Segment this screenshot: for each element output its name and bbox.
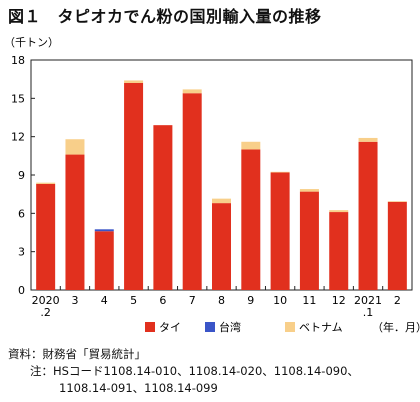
note-line-2: 1108.14-091、1108.14-099 bbox=[59, 381, 218, 395]
x-tick-label: 3 bbox=[71, 294, 78, 307]
y-tick-label: 3 bbox=[18, 246, 25, 259]
x-tick-label: 5 bbox=[130, 294, 137, 307]
y-tick-label: 0 bbox=[18, 284, 25, 297]
bar-segment-タイ bbox=[153, 125, 173, 291]
x-axis-unit-label: （年．月） bbox=[372, 320, 420, 334]
x-tick-label: 8 bbox=[218, 294, 225, 307]
x-tick-label: 2020 bbox=[32, 294, 60, 307]
bar-segment-ベトナム bbox=[299, 189, 319, 192]
bar-segment-ベトナム bbox=[241, 141, 261, 150]
bar-segment-ベトナム bbox=[270, 171, 290, 173]
y-tick-label: 6 bbox=[18, 207, 25, 220]
legend-label: 台湾 bbox=[219, 320, 241, 334]
x-tick-label: 2021 bbox=[354, 294, 382, 307]
figure-title: 図１ タピオカでん粉の国別輸入量の推移 bbox=[8, 7, 322, 26]
bar-segment-ベトナム bbox=[124, 80, 144, 83]
x-tick-label: 6 bbox=[159, 294, 166, 307]
plot-area: 0 3 6 9 12 15 18 2020.2 3 4 5 6 7 8 9 10 11 12 2021.1 2 bbox=[11, 54, 413, 319]
bar-segment-ベトナム bbox=[329, 210, 349, 213]
bar-segment-タイ bbox=[65, 154, 85, 290]
legend-swatch bbox=[145, 322, 155, 332]
x-tick-label: .2 bbox=[40, 306, 51, 319]
legend: タイ 台湾 ベトナム bbox=[145, 320, 343, 334]
bar-segment-タイ bbox=[299, 191, 319, 290]
source-note: 資料：財務省「貿易統計」 bbox=[8, 347, 146, 361]
bar-segment-タイ bbox=[94, 231, 114, 290]
y-tick-label: 15 bbox=[11, 92, 25, 105]
bar-segment-タイ bbox=[36, 183, 56, 290]
x-tick-label: 7 bbox=[189, 294, 196, 307]
legend-swatch bbox=[205, 322, 215, 332]
legend-swatch bbox=[285, 322, 295, 332]
bar-segment-ベトナム bbox=[358, 137, 378, 142]
bar-segment-ベトナム bbox=[387, 201, 407, 202]
x-tick-label: 2 bbox=[394, 294, 401, 307]
notes-block: 注：HSコード1108.14-010、1108.14-020、1108.14-0… bbox=[30, 363, 359, 397]
x-tick-label: 9 bbox=[247, 294, 254, 307]
bar-segment-タイ bbox=[182, 93, 202, 290]
stacked-bar-chart: （千トン） 0 3 6 9 12 15 18 2020.2 3 4 5 6 7 8 9 10 11 12 2021.… bbox=[4, 36, 420, 334]
bar-segment-タイ bbox=[241, 149, 261, 290]
x-tick-label: 12 bbox=[332, 294, 346, 307]
x-tick-label: 11 bbox=[302, 294, 316, 307]
bar-segment-ベトナム bbox=[65, 139, 85, 155]
legend-label: ベトナム bbox=[299, 321, 343, 334]
bar-segment-タイ bbox=[124, 83, 144, 290]
note-line-1: 注：HSコード1108.14-010、1108.14-020、1108.14-0… bbox=[30, 364, 359, 378]
y-tick-label: 12 bbox=[11, 131, 25, 144]
bar-segment-ベトナム bbox=[182, 89, 202, 94]
bar-segment-台湾 bbox=[94, 229, 114, 232]
y-axis-unit-label: （千トン） bbox=[4, 36, 59, 49]
bar-segment-ベトナム bbox=[212, 198, 231, 204]
bar-segment-タイ bbox=[358, 141, 378, 290]
bar-segment-タイ bbox=[329, 212, 349, 290]
bar-segment-タイ bbox=[212, 203, 231, 290]
y-tick-label: 9 bbox=[18, 169, 25, 182]
y-tick-label: 18 bbox=[11, 54, 25, 67]
bar-segment-タイ bbox=[270, 172, 290, 290]
legend-label: タイ bbox=[159, 321, 181, 334]
bar-segment-タイ bbox=[387, 201, 407, 290]
x-tick-label: 10 bbox=[273, 294, 287, 307]
x-tick-label: 4 bbox=[101, 294, 108, 307]
bar-segment-ベトナム bbox=[36, 182, 56, 184]
x-tick-label: .1 bbox=[363, 306, 374, 319]
